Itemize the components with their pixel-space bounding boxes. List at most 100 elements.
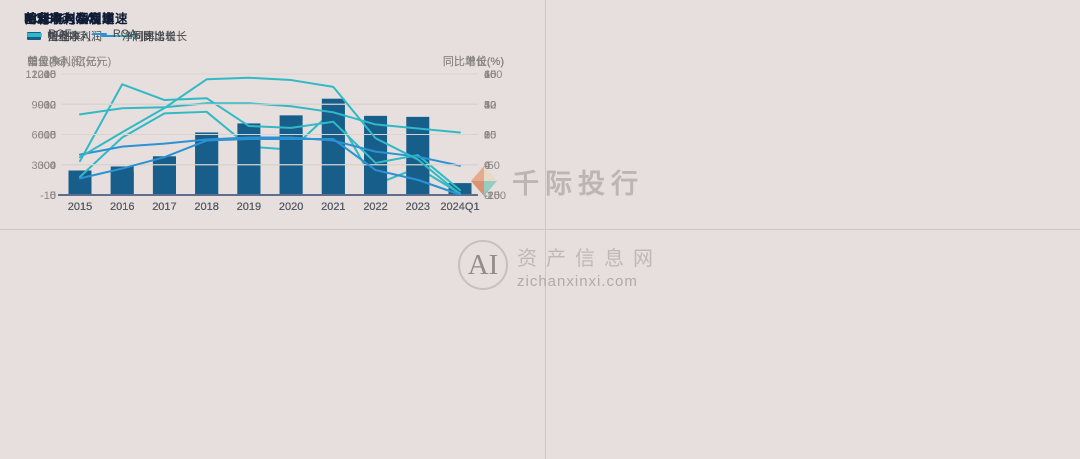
x-tick-label: 2020	[279, 201, 303, 213]
legend-label: 同比增长	[143, 31, 187, 43]
legend-item[interactable]: 毛利率	[27, 28, 81, 44]
y-tick-label-right: 12	[484, 99, 496, 111]
y-tick-label-left: 600	[38, 130, 56, 142]
left-axis-unit: 单位(%)	[27, 56, 67, 68]
y-tick-label-left: 1200	[32, 69, 56, 81]
x-tick-label: 2021	[321, 201, 345, 213]
left-axis-unit: 单位(%)	[27, 56, 67, 68]
watermark-site: AI 资产信息网 zichanxinxi.com	[458, 240, 662, 290]
horizontal-divider	[0, 229, 1080, 230]
x-tick-label: 2019	[237, 201, 261, 213]
x-tick-label: 2018	[194, 201, 218, 213]
legend-item[interactable]: 同比增长	[122, 28, 187, 44]
x-tick-label: 2021	[321, 201, 345, 213]
legend-label: 营业收入	[47, 31, 91, 43]
right-axis-unit: 同比增长(%)	[442, 56, 504, 68]
right-axis-unit: 同比增长(%)	[442, 56, 504, 68]
x-tick-label: 2022	[363, 201, 387, 213]
x-tick-label: 2020	[279, 201, 303, 213]
y-tick-label-left: 30	[44, 99, 56, 111]
series-line	[79, 136, 461, 167]
x-tick-label: 2018	[194, 201, 218, 213]
y-tick-label-left: 9000	[32, 99, 56, 111]
y-tick-label-right: 100	[484, 69, 502, 81]
x-tick-label: 2016	[110, 201, 134, 213]
x-tick-label: 2023	[406, 201, 430, 213]
x-tick-label: 2017	[152, 201, 176, 213]
x-tick-label: 2016	[110, 201, 134, 213]
x-tick-label: 2023	[406, 201, 430, 213]
x-tick-label: 2015	[68, 201, 92, 213]
y-tick-label-left: 45	[44, 69, 56, 81]
y-tick-label-left: 300	[38, 160, 56, 172]
bar	[406, 161, 430, 195]
legend-item[interactable]: 净利率	[101, 28, 155, 44]
x-tick-label: 2016	[110, 201, 134, 213]
chart-legend: 归母净利润 同比增长	[27, 28, 187, 44]
x-tick-label: 2024Q1	[440, 201, 479, 213]
chart-title: 毛利率与净利率	[24, 12, 116, 26]
x-tick-label: 2015	[68, 201, 92, 213]
x-tick-label: 2024Q1	[440, 201, 479, 213]
chart-legend: ROE ROA	[27, 28, 137, 40]
ai-badge-icon: AI	[458, 240, 508, 290]
y-tick-label-left: 6000	[32, 130, 56, 142]
x-tick-label: 2018	[194, 201, 218, 213]
legend-item[interactable]: ROE	[27, 28, 72, 40]
line-swatch-icon	[101, 34, 116, 38]
bar	[237, 123, 261, 195]
x-tick-label: 2021	[321, 201, 345, 213]
x-tick-label: 2023	[406, 201, 430, 213]
y-tick-label-left: 12	[44, 99, 56, 111]
y-tick-label-left: 12000	[25, 69, 56, 81]
y-tick-label-left: 3000	[32, 160, 56, 172]
bar	[279, 115, 303, 195]
left-axis-unit: 归母净利润(亿元)	[27, 56, 112, 68]
bar	[152, 156, 176, 195]
y-tick-label-right: 45	[484, 69, 496, 81]
legend-label: 归母净利润	[47, 31, 102, 43]
x-tick-label: 2022	[363, 201, 387, 213]
bar	[68, 182, 92, 195]
y-tick-label-right: 0	[484, 190, 490, 202]
x-tick-label: 2018	[194, 201, 218, 213]
x-tick-label: 2017	[152, 201, 176, 213]
bar	[195, 132, 219, 195]
legend-item[interactable]: 同比增长	[111, 28, 176, 44]
y-tick-label-right: 20	[484, 130, 496, 142]
bar	[110, 171, 134, 195]
series-line	[79, 83, 461, 192]
x-tick-label: 2023	[406, 201, 430, 213]
y-tick-label-left: -15	[40, 190, 56, 202]
right-axis-unit: 单位(%)	[464, 56, 504, 68]
y-tick-label-right: 30	[484, 99, 496, 111]
series-line	[79, 138, 461, 196]
y-tick-label-left: 15	[44, 130, 56, 142]
legend-label: 毛利率	[48, 31, 81, 43]
line-swatch-icon	[122, 34, 137, 38]
y-tick-label-right: 8	[484, 130, 490, 142]
legend-item[interactable]: ROA	[91, 28, 137, 40]
x-tick-label: 2020	[279, 201, 303, 213]
series-line	[79, 109, 461, 195]
x-tick-label: 2024Q1	[440, 201, 479, 213]
series-line	[79, 76, 461, 196]
y-tick-label-left: 0	[50, 190, 56, 202]
right-axis-unit: 单位(%)	[464, 56, 504, 68]
x-tick-label: 2015	[68, 201, 92, 213]
chart-title: 归母净利润及增速	[24, 12, 129, 26]
y-tick-label-left: 0	[50, 160, 56, 172]
y-tick-label-left: 4	[50, 160, 56, 172]
y-tick-label-right: 15	[484, 130, 496, 142]
x-tick-label: 2019	[237, 201, 261, 213]
y-tick-label-right: 60	[484, 69, 496, 81]
x-tick-label: 2019	[237, 201, 261, 213]
x-tick-label: 2021	[321, 201, 345, 213]
x-tick-label: 2024Q1	[440, 201, 479, 213]
x-tick-label: 2017	[152, 201, 176, 213]
watermark-site-name: 资产信息网	[517, 248, 662, 270]
bar	[364, 142, 388, 195]
watermark-site-domain: zichanxinxi.com	[517, 273, 638, 290]
x-tick-label: 2019	[237, 201, 261, 213]
